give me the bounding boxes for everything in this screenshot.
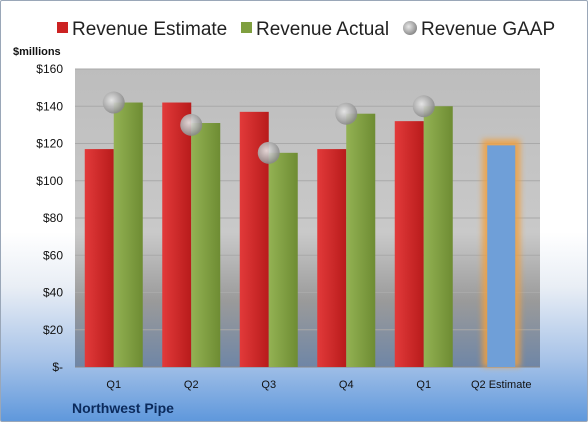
bar-revenue-actual [423,106,453,367]
x-tick-label: Q3 [261,379,276,391]
x-tick-label: Q1 [106,379,121,391]
marker-revenue-gaap [335,102,358,125]
gaap-markers [102,91,435,164]
bar-revenue-actual [268,152,298,367]
y-tick-label: $80 [43,211,63,225]
y-tick-label: $40 [43,286,63,300]
x-tick-label: Q4 [339,379,354,391]
y-tick-label: $60 [43,248,63,262]
y-axis-ticks: $- $20 $40 $60 $80 $100 $120 $140 $160 [36,62,63,374]
x-axis-ticks: Q1 Q2 Q3 Q4 Q1 Q2 Estimate [106,379,531,391]
marker-revenue-gaap [180,113,203,136]
y-tick-label: $120 [36,137,63,151]
marker-revenue-gaap [102,91,125,114]
bar-revenue-estimate [394,121,424,368]
marker-revenue-gaap [412,95,435,118]
y-tick-label: $- [52,360,63,374]
y-tick-label: $140 [36,99,63,113]
legend-label-gaap: Revenue GAAP [421,19,555,40]
bars [84,102,453,368]
bar-revenue-estimate [162,102,192,368]
legend: Revenue Estimate Revenue Actual Revenue … [57,19,555,40]
company-name: Northwest Pipe [72,400,174,416]
legend-label-actual: Revenue Actual [256,19,389,40]
bar-revenue-actual [191,123,221,367]
x-tick-label: Q1 [416,379,431,391]
legend-label-estimate: Revenue Estimate [72,19,227,40]
y-axis-unit-label: $millions [13,46,61,58]
bar-revenue-estimate [317,149,347,367]
legend-swatch-actual [241,22,252,33]
legend-swatch-estimate [57,22,68,33]
bar-revenue-actual [113,102,143,368]
x-tick-label: Q2 Estimate [471,379,532,391]
marker-revenue-gaap [257,141,280,164]
bar-revenue-actual [346,113,376,367]
y-tick-label: $100 [36,174,63,188]
y-tick-label: $160 [36,62,63,76]
y-tick-label: $20 [43,323,63,337]
x-tick-label: Q2 [184,379,199,391]
legend-swatch-gaap [403,21,417,35]
highlight-layer [482,139,521,367]
gridlines [75,68,540,368]
bar-revenue-estimate [84,149,114,367]
bar-q2-estimate [487,145,516,367]
